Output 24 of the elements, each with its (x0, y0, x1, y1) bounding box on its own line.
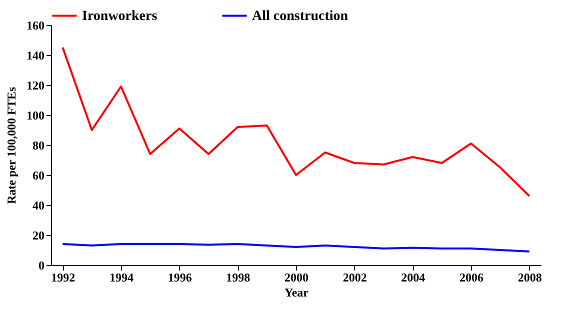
legend-label: All construction (252, 8, 348, 24)
x-tick-label: 1998 (226, 270, 250, 284)
x-tick-label: 1994 (110, 270, 134, 284)
x-tick-label: 2008 (518, 270, 542, 284)
x-tick-label: 1996 (168, 270, 192, 284)
x-tick-label: 1992 (51, 270, 76, 284)
y-tick-label: 120 (26, 78, 44, 92)
y-tick-label: 40 (32, 198, 44, 212)
y-tick-label: 0 (38, 258, 44, 272)
legend-label: Ironworkers (82, 8, 158, 24)
x-axis-title: Year (284, 286, 310, 300)
x-tick-label: 2006 (460, 270, 484, 284)
y-tick-label: 60 (32, 168, 44, 182)
y-tick-label: 140 (26, 48, 44, 62)
y-axis-title: Rate per 100,000 FTEs (4, 86, 18, 204)
x-tick-label: 2002 (342, 270, 367, 284)
line-series (62, 46, 530, 197)
y-tick-label: 160 (26, 18, 44, 32)
x-tick-label: 2000 (284, 270, 308, 284)
y-tick-label: 20 (32, 228, 44, 242)
y-tick-label: 80 (32, 138, 44, 152)
y-tick-label: 100 (26, 108, 44, 122)
x-tick-label: 2004 (401, 270, 426, 284)
line-series (62, 243, 530, 252)
